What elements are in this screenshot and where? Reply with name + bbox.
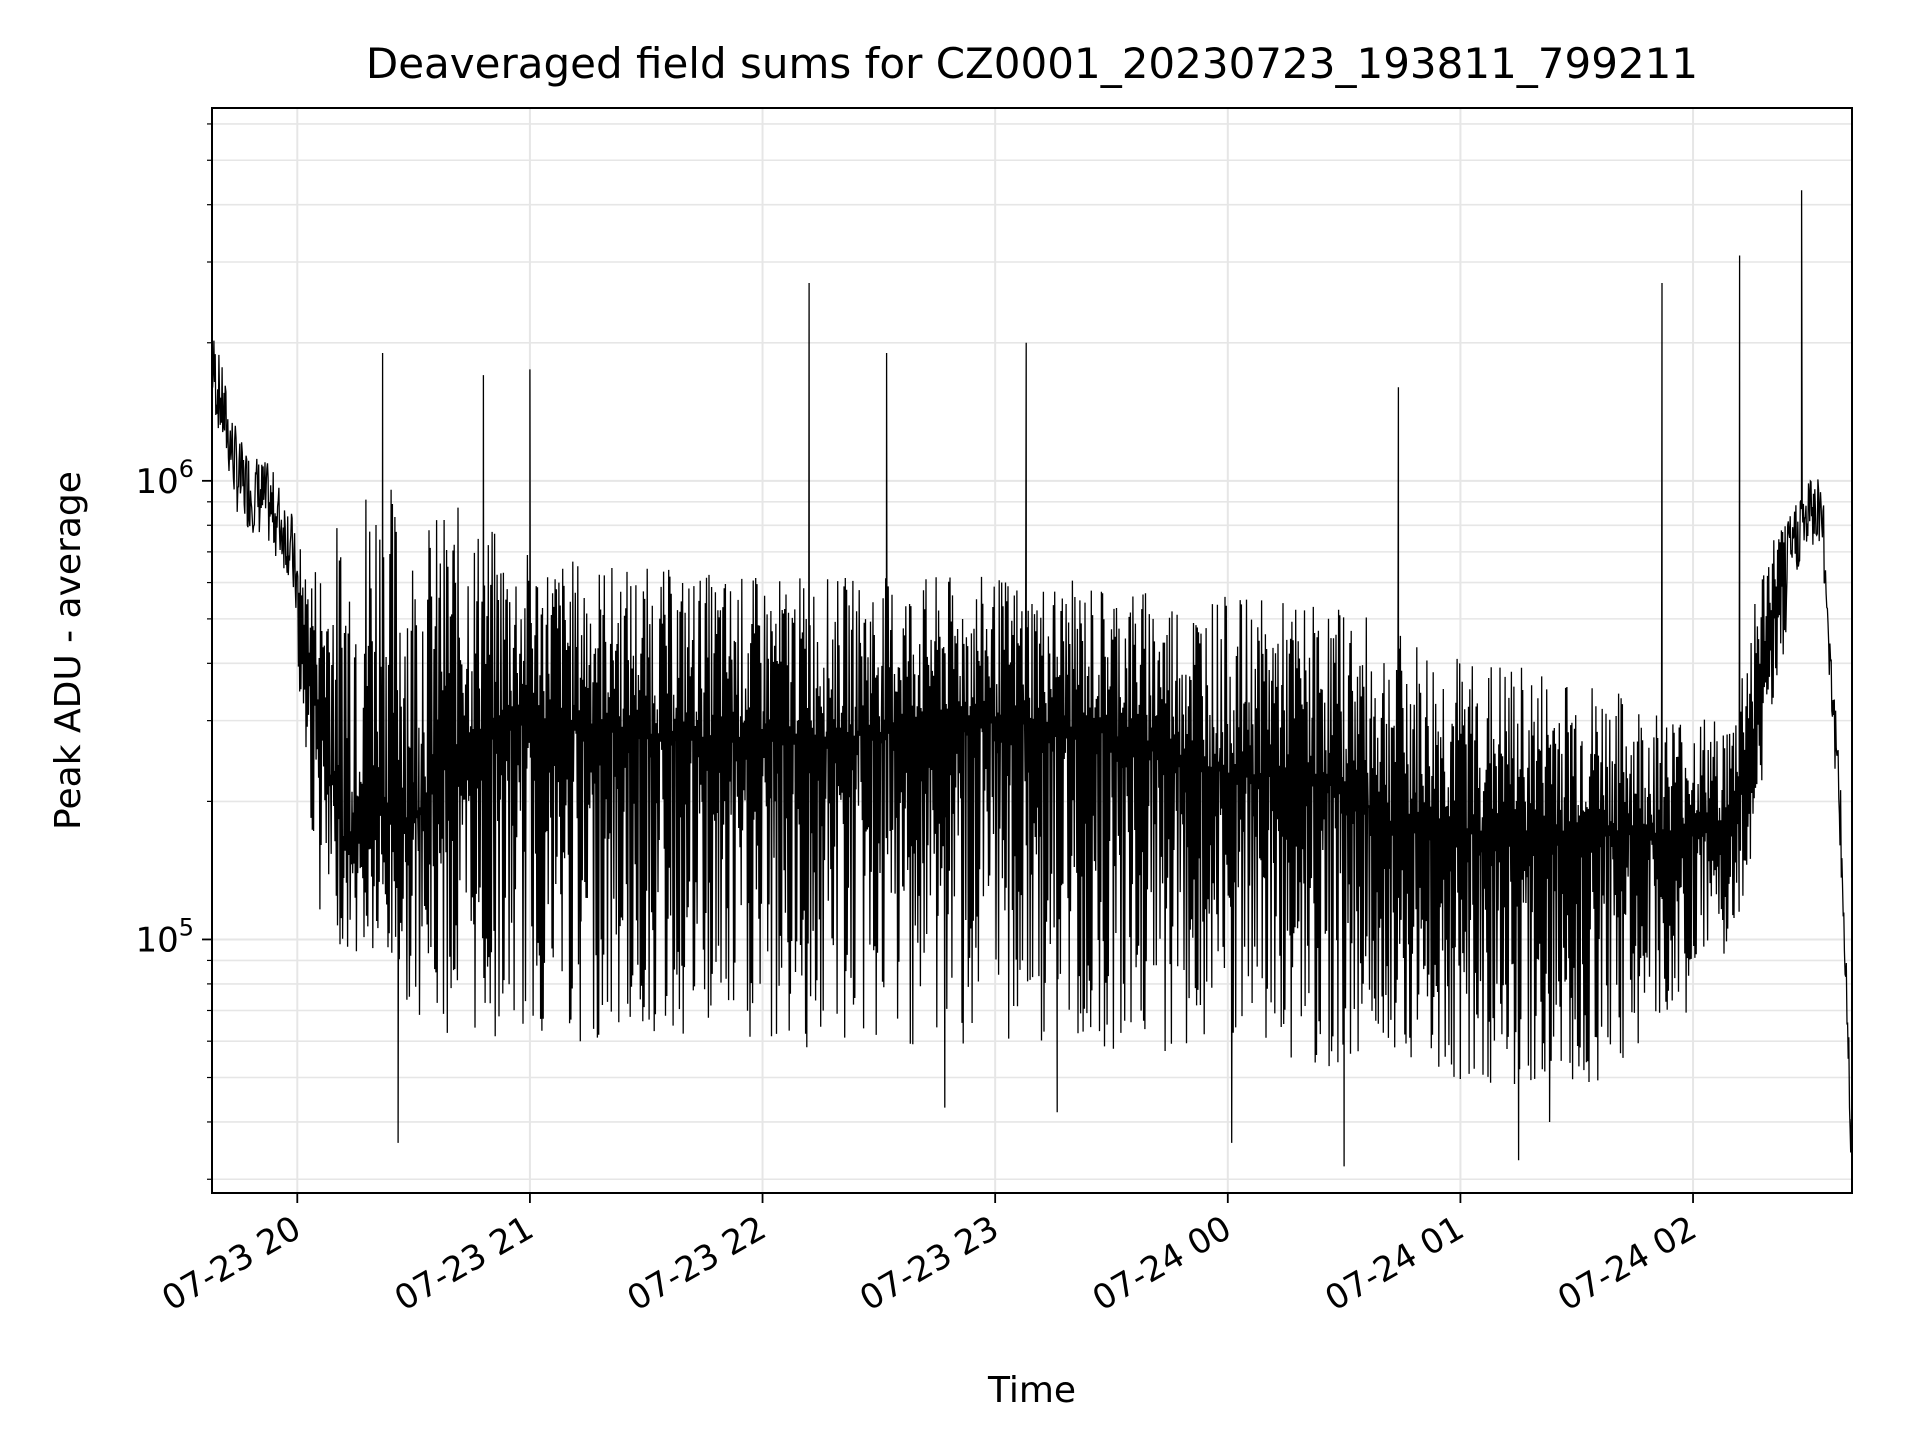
x-tick-label: 07-24 00 (1086, 1208, 1238, 1319)
chart-title: Deaveraged field sums for CZ0001_2023072… (366, 39, 1698, 88)
y-tick-base: 10 (135, 462, 178, 502)
y-tick-exponent: 6 (179, 455, 194, 483)
x-tick-label: 07-23 21 (388, 1208, 540, 1319)
series-layer (212, 190, 1852, 1167)
x-axis-label: Time (987, 1370, 1076, 1411)
x-tick-label: 07-23 22 (621, 1208, 773, 1319)
series-line (212, 190, 1852, 1167)
x-tick-label: 07-23 20 (155, 1208, 307, 1319)
y-tick-label: 106 (135, 455, 194, 502)
y-tick-base: 10 (135, 920, 178, 960)
y-axis-label: Peak ADU - average (48, 471, 89, 830)
x-tick-label: 07-24 01 (1319, 1208, 1471, 1319)
plot-frame (211, 107, 1853, 1194)
y-tick-label: 105 (135, 913, 194, 960)
x-tick-label: 07-23 23 (853, 1208, 1005, 1319)
y-tick-exponent: 5 (179, 913, 194, 941)
x-tick-label: 07-24 02 (1551, 1208, 1703, 1319)
